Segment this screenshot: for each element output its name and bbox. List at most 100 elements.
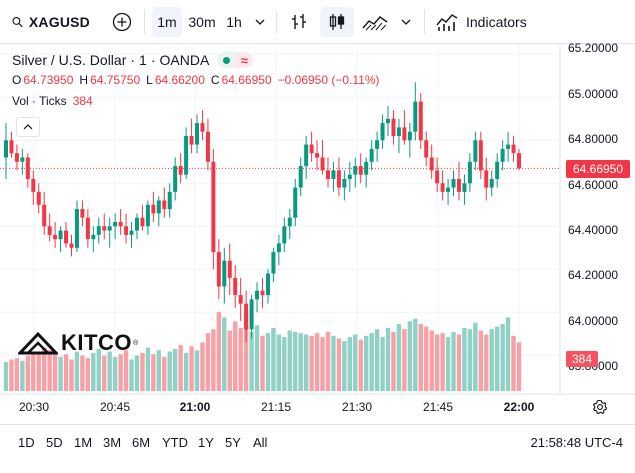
volume-bar — [254, 325, 260, 391]
candle-body — [31, 178, 36, 192]
volume-bar — [462, 327, 467, 391]
volume-bar — [265, 333, 271, 391]
clock-timezone[interactable]: 21:58:48 UTC-4 — [530, 435, 624, 450]
volume-bar — [347, 337, 353, 391]
volume-bar — [178, 345, 183, 391]
candle-body — [107, 226, 112, 231]
volume-bar — [249, 331, 254, 391]
price-tick: 65.20000 — [568, 41, 619, 55]
volume-bar — [3, 362, 9, 391]
volume-bar — [484, 334, 489, 391]
toolbar-divider — [144, 10, 145, 34]
high-value: 64.75750 — [90, 73, 141, 87]
instrument-title: Silver / U.S. Dollar — [12, 52, 127, 68]
volume-bar — [456, 334, 462, 391]
candle-body — [435, 170, 440, 184]
candle-body — [129, 230, 134, 235]
candle-body — [222, 260, 227, 287]
chart-area[interactable] — [0, 44, 635, 424]
candle-body — [467, 161, 472, 184]
volume-bar — [74, 351, 80, 391]
candle-body — [456, 178, 461, 192]
volume-bar — [107, 351, 112, 391]
indicators-icon — [436, 14, 458, 31]
candle-body — [91, 234, 96, 240]
range-6m[interactable]: 6M — [132, 435, 151, 450]
symbol-search[interactable]: XAGUSD — [8, 7, 90, 37]
candle-body — [347, 174, 352, 179]
volume-bar — [282, 337, 287, 391]
change-value: −0.06950 (−0.11%) — [277, 73, 380, 87]
last-price-tag: 64.66950 — [566, 160, 630, 178]
range-1y[interactable]: 1Y — [198, 435, 214, 450]
candles-style-button[interactable] — [320, 7, 354, 37]
time-tick: 21:00 — [179, 400, 211, 414]
candle-body — [20, 157, 25, 162]
volume-bar — [238, 327, 243, 391]
volume-bar — [276, 334, 282, 391]
volume-bar — [189, 346, 194, 391]
volume-bar — [391, 331, 396, 391]
volume-bar — [243, 310, 249, 391]
candle-body — [309, 144, 314, 154]
compare-button[interactable] — [108, 7, 136, 37]
chart-style-dropdown[interactable] — [396, 7, 416, 37]
candle-body — [320, 157, 325, 171]
price-chart[interactable] — [0, 44, 635, 424]
volume-value: 384 — [72, 94, 93, 108]
candle-body — [102, 226, 107, 231]
area-chart-icon — [362, 16, 388, 31]
approx-badge[interactable]: ≈ — [235, 52, 254, 68]
price-tick: 64.80000 — [568, 132, 619, 146]
bottom-toolbar: 1D 5D 1M 3M 6M YTD 1Y 5Y All 21:58:48 UT… — [0, 424, 635, 460]
range-1d[interactable]: 1D — [18, 435, 35, 450]
range-5d[interactable]: 5D — [46, 435, 63, 450]
volume-bar — [331, 335, 336, 391]
candle-body — [200, 123, 205, 132]
volume-bar — [303, 334, 309, 391]
bar-style-button[interactable] — [284, 7, 314, 37]
legend-title-row: Silver / U.S. Dollar · 1 · OANDA ≈ — [12, 51, 254, 69]
range-ytd[interactable]: YTD — [162, 435, 188, 450]
candle-body — [271, 252, 276, 274]
volume-bar — [358, 339, 363, 391]
interval-30m[interactable]: 30m — [188, 14, 216, 30]
volume-bar — [511, 335, 516, 391]
indicators-button[interactable]: Indicators — [432, 7, 534, 37]
candle-body — [500, 148, 505, 162]
range-1m[interactable]: 1M — [74, 435, 93, 450]
candle-body — [391, 118, 396, 136]
interval-1h[interactable]: 1h — [226, 14, 242, 30]
candle-body — [58, 230, 63, 240]
volume-bar — [407, 321, 413, 391]
candle-body — [80, 209, 85, 218]
candle-body — [9, 140, 14, 154]
volume-bar — [413, 318, 418, 391]
volume-bar — [380, 337, 385, 391]
candle-body — [184, 135, 189, 175]
area-style-button[interactable] — [360, 7, 390, 37]
volume-bar — [314, 333, 320, 391]
range-5y[interactable]: 5Y — [225, 435, 241, 450]
candle-body — [205, 131, 210, 162]
volume-bar — [47, 350, 52, 391]
range-3m[interactable]: 3M — [103, 435, 122, 450]
volume-bar — [445, 337, 451, 391]
interval-1m[interactable]: 1m — [152, 7, 182, 37]
candle-body — [195, 123, 200, 145]
candle-body — [151, 204, 156, 214]
candle-body — [167, 191, 172, 210]
interval-dropdown[interactable] — [250, 7, 270, 37]
candle-body — [407, 131, 412, 141]
range-all[interactable]: All — [253, 435, 268, 450]
volume-bar — [396, 323, 402, 391]
candle-body — [506, 144, 511, 149]
volume-bar — [134, 355, 140, 391]
candle-body — [293, 187, 298, 218]
market-open-badge[interactable] — [217, 52, 236, 68]
volume-bar — [293, 331, 298, 391]
volume-tag: 384 — [566, 351, 598, 367]
collapse-legend-button[interactable] — [16, 117, 40, 137]
chart-settings-button[interactable] — [590, 397, 610, 417]
candle-body — [124, 226, 129, 235]
